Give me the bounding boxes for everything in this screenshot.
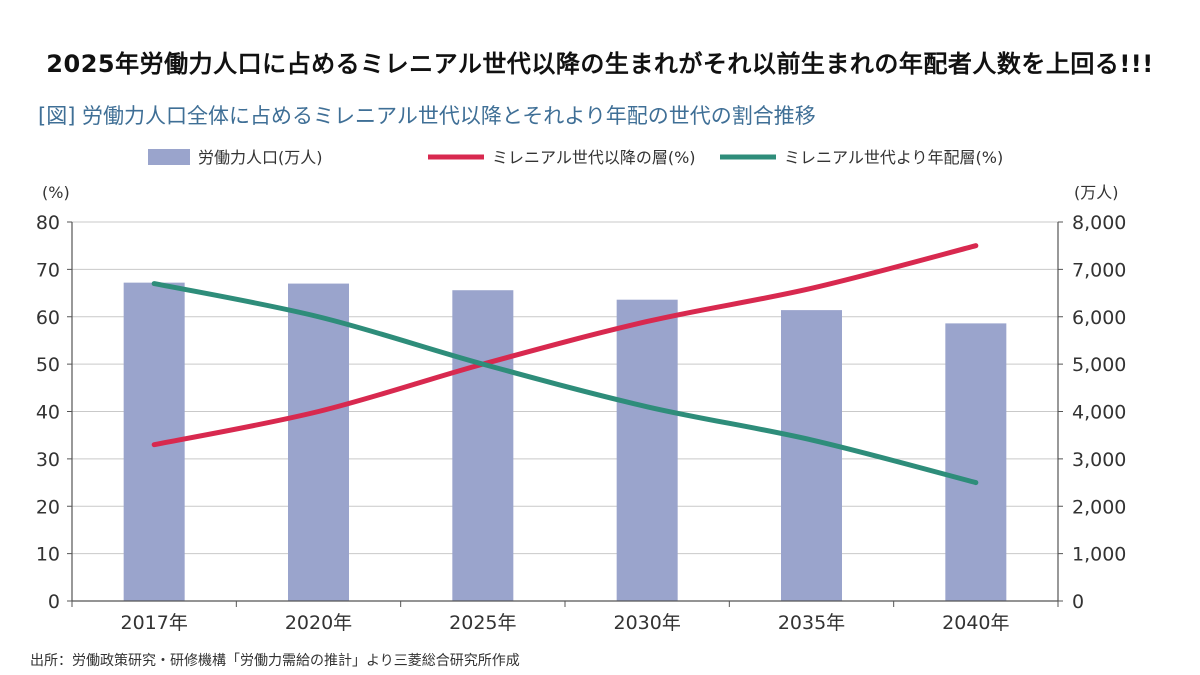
axes: 0 10 20 30 40 50 60 70 80 0 1,000 2,000 3,000 4,000 5,…: [36, 183, 1127, 634]
left-axis-unit: (%): [42, 183, 70, 202]
left-tick-label: 0: [48, 591, 60, 613]
bar-2030年: [616, 299, 678, 601]
x-tick-label: 2030年: [613, 612, 680, 634]
figure-title: [図] 労働力人口全体に占めるミレニアル世代以降とそれより年配の世代の割合推移: [38, 104, 816, 128]
left-tick-label: 10: [36, 544, 60, 566]
x-tick-label: 2035年: [778, 612, 845, 634]
right-tick-label: 8,000: [1072, 212, 1126, 234]
x-tick-label: 2020年: [285, 612, 352, 634]
right-tick-label: 5,000: [1072, 354, 1126, 376]
bars: [123, 282, 1007, 601]
right-tick-label: 6,000: [1072, 307, 1126, 329]
x-tick-label: 2017年: [120, 612, 187, 634]
bar-2020年: [288, 283, 349, 601]
right-tick-label: 2,000: [1072, 496, 1126, 518]
legend-label-millennial: ミレニアル世代以降の層(%): [492, 148, 696, 167]
right-tick-label: 7,000: [1072, 259, 1126, 281]
left-tick-label: 70: [36, 259, 60, 281]
x-tick-label: 2025年: [449, 612, 516, 634]
right-tick-label: 0: [1072, 591, 1084, 613]
legend: 労働力人口(万人) ミレニアル世代以降の層(%) ミレニアル世代より年配層(%): [148, 148, 1003, 167]
left-tick-label: 50: [36, 354, 60, 376]
legend-label-older: ミレニアル世代より年配層(%): [784, 148, 1003, 167]
bar-2035年: [781, 310, 842, 601]
grid: [72, 221, 1058, 555]
right-tick-label: 3,000: [1072, 449, 1126, 471]
headline: 2025年労働力人口に占めるミレニアル世代以降の生まれがそれ以前生まれの年配者人…: [46, 50, 1154, 78]
bar-2025年: [452, 290, 514, 601]
bar-2040年: [945, 323, 1007, 601]
right-tick-label: 4,000: [1072, 402, 1126, 424]
line-millennial: [151, 243, 979, 448]
right-axis-unit: (万人): [1074, 183, 1119, 202]
left-tick-label: 40: [36, 402, 60, 424]
legend-label-bar: 労働力人口(万人): [198, 148, 323, 167]
left-tick-label: 60: [36, 307, 60, 329]
left-tick-label: 80: [36, 212, 60, 234]
source-note: 出所：労働政策研究・研修機構「労働力需給の推計」より三菱総合研究所作成: [30, 653, 520, 669]
left-tick-label: 20: [36, 496, 60, 518]
right-tick-label: 1,000: [1072, 544, 1126, 566]
line-older: [151, 281, 979, 486]
x-tick-label: 2040年: [942, 612, 1009, 634]
left-tick-label: 30: [36, 449, 60, 471]
legend-swatch-bar: [148, 149, 190, 165]
lines: [151, 243, 979, 486]
